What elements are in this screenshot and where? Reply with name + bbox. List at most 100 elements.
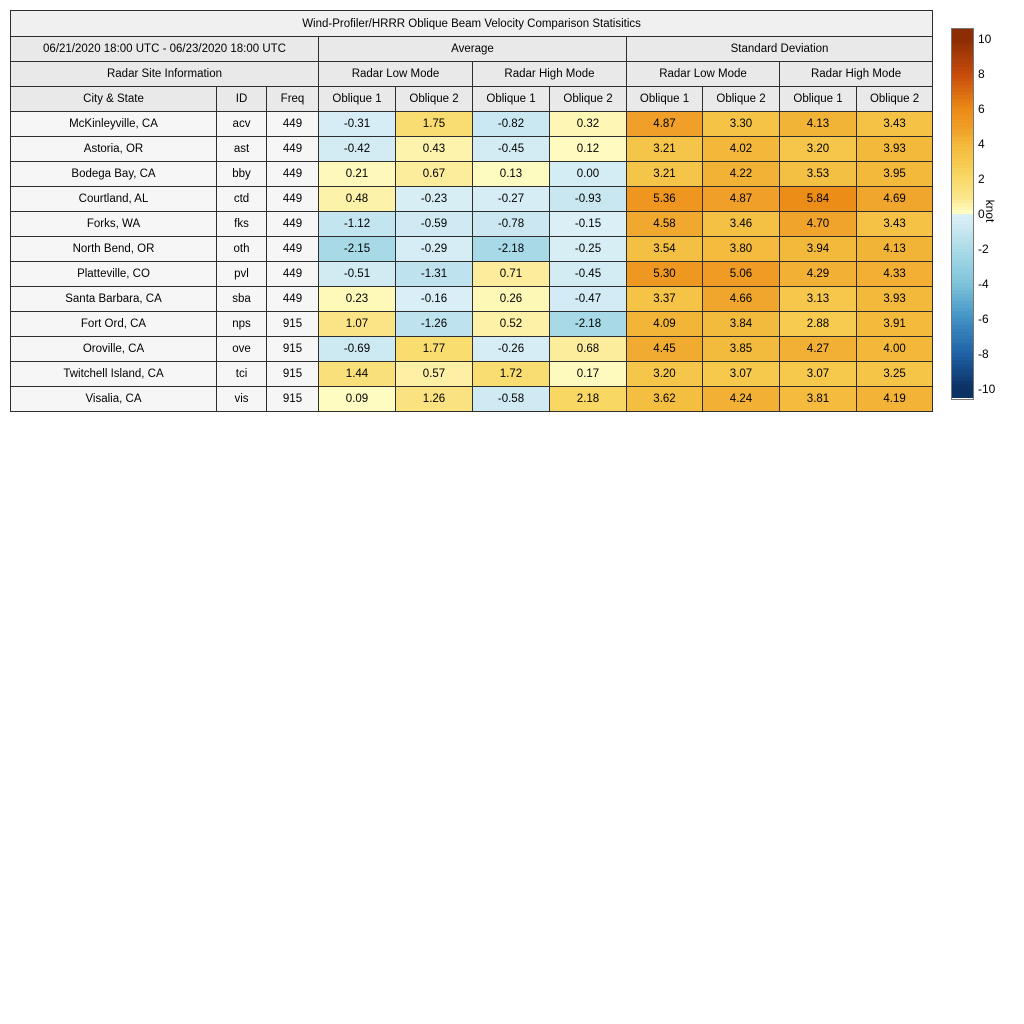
colorbar-slice <box>952 391 973 395</box>
data-cell: 3.25 <box>855 361 934 387</box>
data-cell: -1.12 <box>318 211 396 237</box>
colorbar-slice <box>952 217 973 221</box>
colorbar-slice <box>952 199 973 204</box>
data-cell: 0.26 <box>472 286 550 312</box>
data-cell: 4.02 <box>702 136 780 162</box>
colorbar-slice <box>952 112 973 117</box>
colorbar-slice <box>952 49 973 54</box>
data-cell: 5.36 <box>626 186 703 212</box>
colorbar-slice <box>952 300 973 305</box>
colorbar-slice <box>952 314 973 319</box>
data-cell: 4.24 <box>702 386 780 412</box>
colorbar-slice <box>952 255 973 259</box>
colorbar-slice <box>952 234 973 239</box>
colorbar-slice <box>952 283 973 287</box>
colorbar-slice <box>952 297 973 301</box>
data-cell: 3.21 <box>626 136 703 162</box>
colorbar-tick-label: 10 <box>978 32 992 47</box>
city-cell: Visalia, CA <box>10 386 217 412</box>
colorbar-slice <box>952 29 973 33</box>
colorbar-slice <box>952 119 973 124</box>
colorbar-slice <box>952 210 973 214</box>
colorbar-slice <box>952 130 973 134</box>
site-info-header: Radar Site Information <box>10 61 319 87</box>
colorbar-slice <box>952 213 973 218</box>
colorbar-slice <box>952 126 973 131</box>
data-cell: -0.51 <box>318 261 396 287</box>
data-cell: 3.43 <box>855 111 934 137</box>
data-cell: -0.23 <box>395 186 473 212</box>
data-cell: -0.42 <box>318 136 396 162</box>
table-row: Forks, WA fks 449 -1.12 -0.59 -0.78 -0.15 4.58 3… <box>10 211 934 237</box>
data-cell: 0.17 <box>549 361 627 387</box>
colorbar-tick-label: 4 <box>978 137 985 152</box>
data-cell: 1.26 <box>395 386 473 412</box>
data-cell: 3.84 <box>702 311 780 337</box>
colorbar-slice <box>952 220 973 225</box>
data-cell: -2.15 <box>318 236 396 262</box>
colorbar-slice <box>952 380 973 385</box>
site-id-cell: oth <box>216 236 267 262</box>
colorbar-slice <box>952 98 973 103</box>
colorbar-slice <box>952 185 973 190</box>
data-cell: 3.93 <box>855 286 934 312</box>
freq-cell: 449 <box>266 286 319 312</box>
avg-low-mode-header: Radar Low Mode <box>318 61 473 87</box>
site-id-cell: acv <box>216 111 267 137</box>
data-cell: 4.33 <box>855 261 934 287</box>
data-cell: 4.87 <box>702 186 780 212</box>
data-cell: 0.68 <box>549 336 627 362</box>
colorbar-slice <box>952 366 973 371</box>
data-cell: 4.87 <box>626 111 703 137</box>
data-cell: 5.84 <box>779 186 857 212</box>
colorbar-slice <box>952 189 973 193</box>
colorbar-slice <box>952 304 973 308</box>
data-cell: 4.69 <box>855 186 934 212</box>
oblique-header: Oblique 1 <box>779 86 857 112</box>
data-cell: 3.30 <box>702 111 780 137</box>
data-cell: -0.29 <box>395 236 473 262</box>
colorbar-slice <box>952 363 973 367</box>
colorbar-slice <box>952 137 973 141</box>
table-row: Astoria, OR ast 449 -0.42 0.43 -0.45 0.12 3.21 4… <box>10 136 934 162</box>
data-cell: 0.09 <box>318 386 396 412</box>
colorbar-slice <box>952 290 973 294</box>
data-cell: 0.48 <box>318 186 396 212</box>
colorbar-slice <box>952 123 973 127</box>
city-cell: North Bend, OR <box>10 236 217 262</box>
freq-header: Freq <box>266 86 319 112</box>
data-cell: 0.67 <box>395 161 473 187</box>
data-cell: 0.43 <box>395 136 473 162</box>
colorbar-slice <box>952 311 973 315</box>
data-cell: -0.69 <box>318 336 396 362</box>
data-cell: 0.13 <box>472 161 550 187</box>
freq-cell: 915 <box>266 361 319 387</box>
data-cell: 4.19 <box>855 386 934 412</box>
colorbar-slice <box>952 276 973 280</box>
data-cell: 4.13 <box>855 236 934 262</box>
table-row: Fort Ord, CA nps 915 1.07 -1.26 0.52 -2.18 4.09… <box>10 311 934 337</box>
data-cell: 3.37 <box>626 286 703 312</box>
colorbar-slice <box>952 262 973 266</box>
colorbar-slice <box>952 143 973 148</box>
city-cell: Oroville, CA <box>10 336 217 362</box>
data-cell: -0.25 <box>549 236 627 262</box>
data-cell: 1.72 <box>472 361 550 387</box>
colorbar-slice <box>952 307 973 312</box>
colorbar-slice <box>952 168 973 172</box>
colorbar-slice <box>952 269 973 273</box>
colorbar-slice <box>952 356 973 361</box>
data-cell: 3.53 <box>779 161 857 187</box>
data-cell: 0.23 <box>318 286 396 312</box>
data-cell: 4.45 <box>626 336 703 362</box>
data-cell: -0.15 <box>549 211 627 237</box>
colorbar-unit-label: knot <box>983 199 997 223</box>
oblique-header: Oblique 2 <box>702 86 780 112</box>
data-cell: 4.70 <box>779 211 857 237</box>
city-cell: Platteville, CO <box>10 261 217 287</box>
colorbar-slice <box>952 133 973 138</box>
colorbar-slice <box>952 95 973 99</box>
data-cell: 3.85 <box>702 336 780 362</box>
data-cell: 3.13 <box>779 286 857 312</box>
colorbar-slice <box>952 373 973 378</box>
